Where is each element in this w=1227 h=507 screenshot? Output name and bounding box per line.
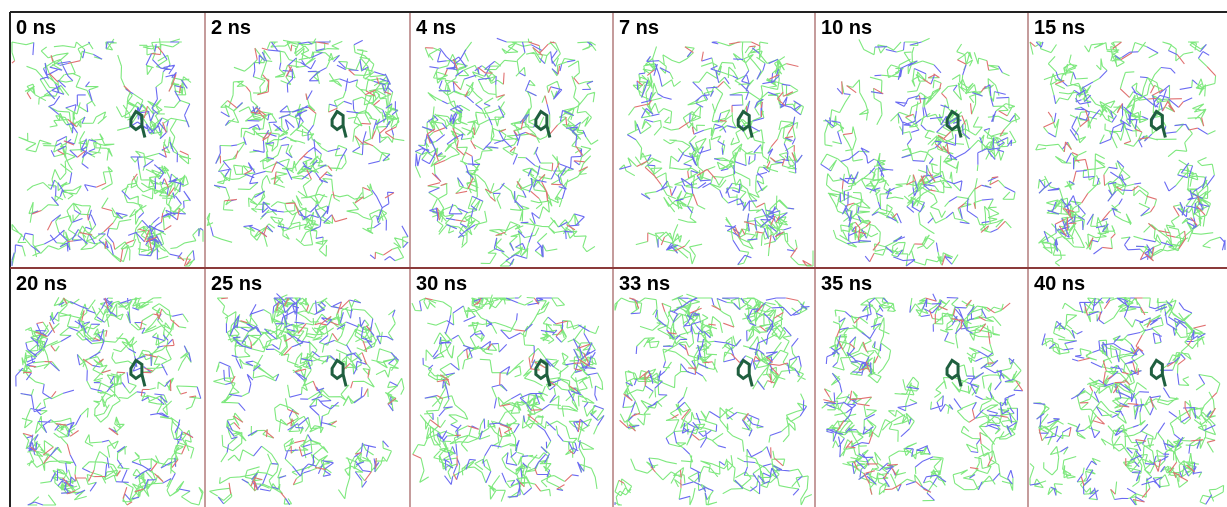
panel-label: 35 ns [821,273,872,295]
figure: 0 ns 2 ns 4 ns 7 ns 10 ns 15 ns 20 ns 25 ns 30 n… [0,0,1227,507]
panel-label: 20 ns [16,273,67,295]
panel-label: 10 ns [821,17,872,39]
panel-label: 4 ns [416,17,456,39]
panel-label: 40 ns [1034,273,1085,295]
panel-label: 33 ns [619,273,670,295]
panel-label: 7 ns [619,17,659,39]
panel-label: 25 ns [211,273,262,295]
panel-label: 2 ns [211,17,251,39]
panel-label: 0 ns [16,17,56,39]
panel-label: 15 ns [1034,17,1085,39]
panel-label: 30 ns [416,273,467,295]
